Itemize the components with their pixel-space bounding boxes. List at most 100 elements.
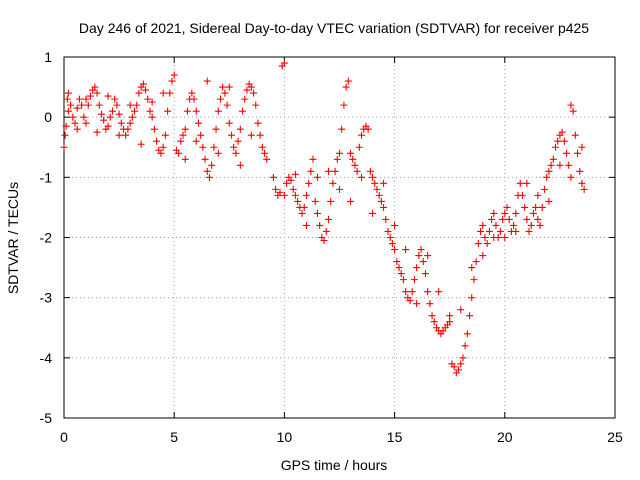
data-point: [159, 143, 167, 151]
data-point: [424, 252, 432, 260]
data-point: [254, 119, 262, 127]
data-point: [104, 92, 112, 100]
data-point: [355, 143, 363, 151]
data-point: [194, 119, 202, 127]
data-point: [344, 77, 352, 85]
y-tick-label: 1: [44, 49, 52, 65]
data-point: [192, 107, 200, 115]
data-point: [78, 101, 86, 109]
data-point: [483, 240, 491, 248]
data-point: [501, 209, 509, 217]
data-point: [351, 161, 359, 169]
data-point: [144, 95, 152, 103]
data-point: [410, 276, 418, 284]
data-point: [388, 240, 396, 248]
chart-title: Day 246 of 2021, Sidereal Day-to-day VTE…: [79, 20, 589, 36]
data-point: [386, 234, 394, 241]
data-point: [210, 143, 218, 151]
data-point: [333, 155, 341, 163]
data-point: [353, 167, 361, 175]
data-point: [234, 137, 242, 145]
data-point: [283, 179, 291, 187]
y-tick-label: 0: [44, 109, 52, 125]
data-point: [479, 252, 487, 260]
data-point: [558, 128, 566, 136]
data-point: [181, 155, 189, 163]
data-point: [179, 131, 187, 139]
y-tick-label: -2: [40, 230, 53, 246]
data-point: [512, 227, 520, 235]
data-point: [336, 185, 343, 193]
data-point: [340, 101, 348, 109]
data-point: [358, 131, 366, 139]
data-point: [426, 300, 434, 308]
data-point: [261, 149, 269, 157]
data-point: [258, 143, 266, 151]
data-point: [214, 149, 222, 157]
data-point: [518, 191, 526, 199]
data-point: [540, 185, 548, 193]
data-point: [82, 119, 90, 127]
data-point: [545, 167, 553, 175]
data-point: [166, 89, 174, 97]
data-point: [61, 131, 69, 139]
data-point: [239, 107, 247, 115]
data-point: [199, 143, 207, 151]
data-point: [545, 197, 553, 205]
data-point: [108, 107, 116, 115]
data-point: [252, 101, 260, 109]
data-point: [250, 89, 258, 97]
data-point: [95, 101, 103, 109]
data-point: [236, 161, 244, 169]
data-point: [177, 137, 185, 145]
data-point: [243, 86, 251, 94]
data-point: [329, 179, 337, 187]
data-point: [485, 227, 493, 235]
data-point: [521, 203, 529, 211]
data-point: [457, 306, 465, 314]
data-point: [347, 197, 355, 205]
data-point: [408, 288, 416, 296]
data-point: [331, 167, 339, 175]
data-point: [563, 149, 571, 157]
data-point: [366, 167, 374, 175]
data-point: [554, 137, 562, 145]
data-point: [139, 80, 147, 88]
data-point: [384, 227, 392, 235]
data-point: [417, 246, 425, 254]
data-point: [413, 264, 421, 272]
x-axis-label: GPS time / hours: [281, 457, 388, 473]
data-point: [309, 155, 317, 163]
data-point: [294, 197, 302, 205]
data-point: [512, 209, 520, 217]
data-point: [347, 149, 355, 157]
data-point: [406, 297, 414, 305]
data-point: [369, 173, 377, 181]
data-point: [128, 113, 136, 121]
data-point: [280, 59, 288, 67]
data-point: [197, 131, 205, 139]
data-point: [395, 264, 403, 272]
data-point: [364, 125, 372, 133]
data-point: [499, 215, 507, 223]
data-point: [576, 167, 584, 175]
data-point: [375, 191, 383, 199]
data-point: [399, 276, 407, 284]
data-point: [84, 101, 92, 109]
data-point: [428, 312, 436, 320]
data-point: [380, 179, 388, 187]
data-point: [192, 137, 200, 145]
data-point: [126, 101, 134, 109]
x-tick-label: 25: [607, 429, 623, 445]
y-tick-label: -5: [40, 410, 53, 426]
data-point: [305, 179, 313, 187]
data-point: [221, 89, 229, 97]
data-point: [322, 227, 330, 235]
data-point: [124, 125, 132, 133]
data-point: [413, 300, 421, 308]
data-point: [104, 122, 112, 130]
data-point: [307, 167, 315, 175]
data-point: [397, 270, 405, 278]
